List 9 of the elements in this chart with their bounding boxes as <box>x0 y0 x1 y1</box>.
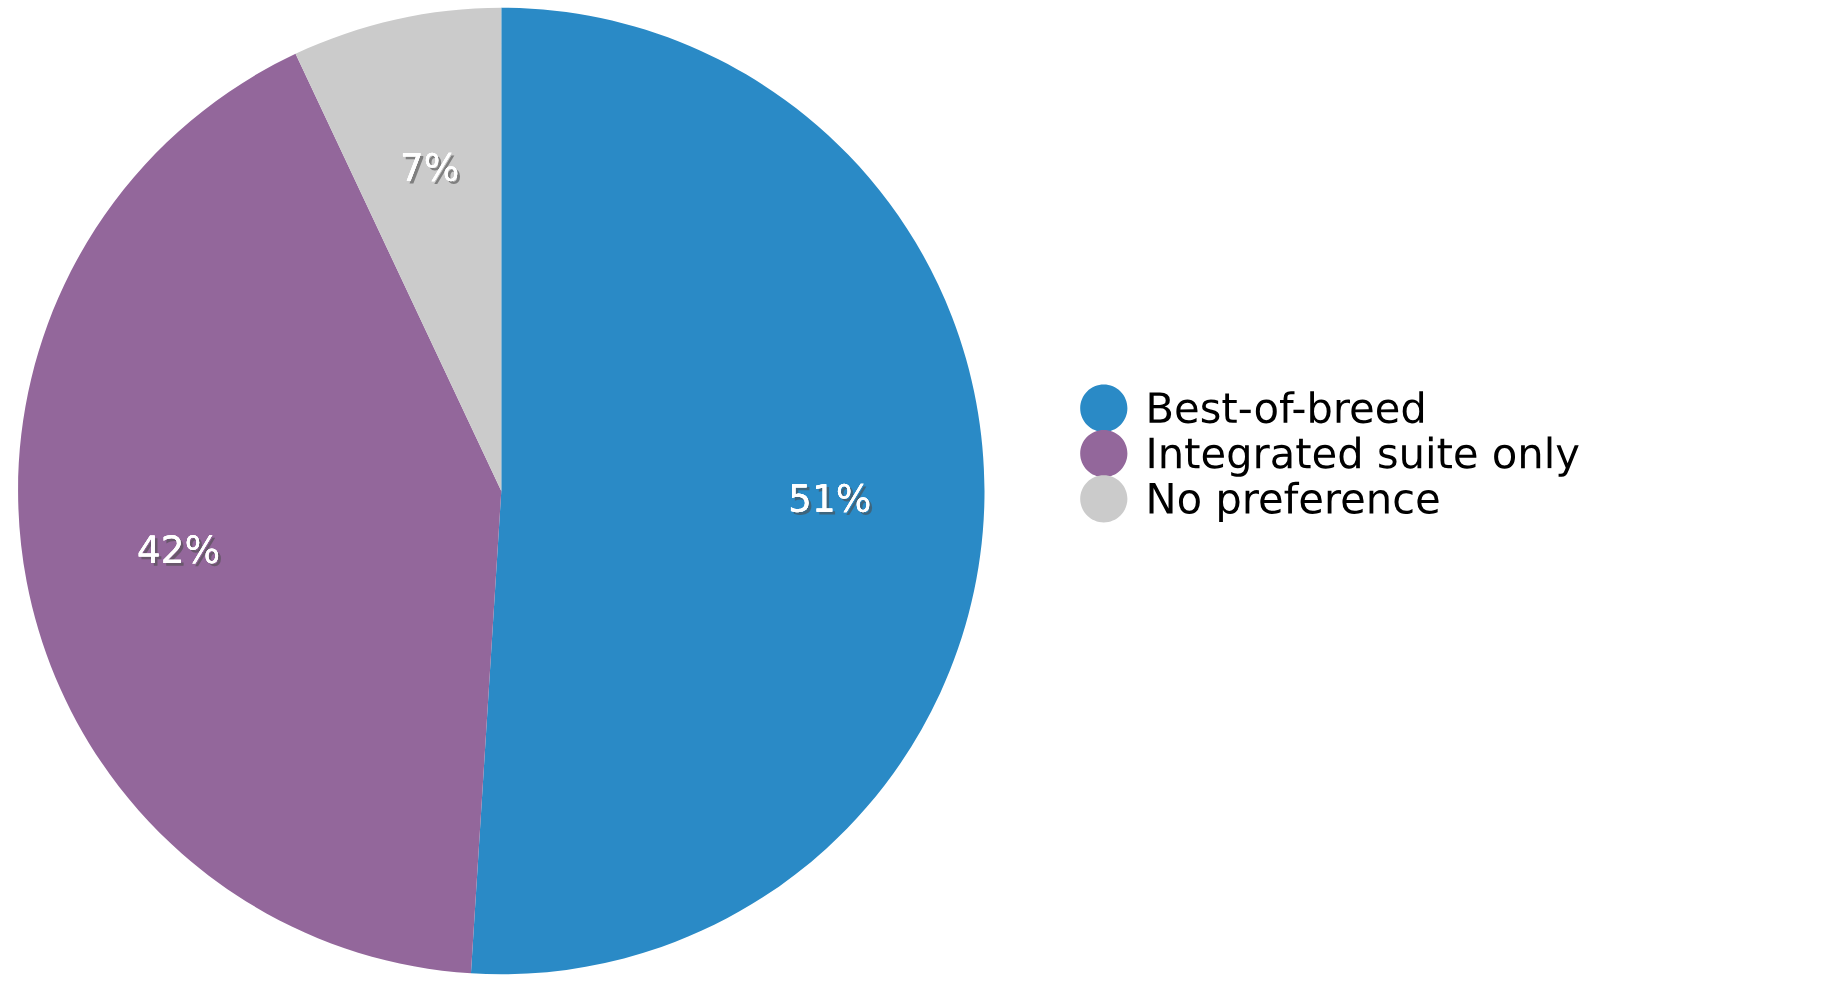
pie-slice <box>470 7 985 975</box>
legend-label: No preference <box>1149 481 1439 523</box>
data-label: 51% <box>790 483 873 515</box>
legend-label: Best-of-breed <box>1149 391 1424 424</box>
data-label: 42% <box>138 535 221 567</box>
legend-label: Integrated suite only <box>1149 436 1579 477</box>
pie-slice <box>18 53 502 974</box>
pie-slice <box>295 7 502 491</box>
data-label: 7% <box>402 152 461 184</box>
